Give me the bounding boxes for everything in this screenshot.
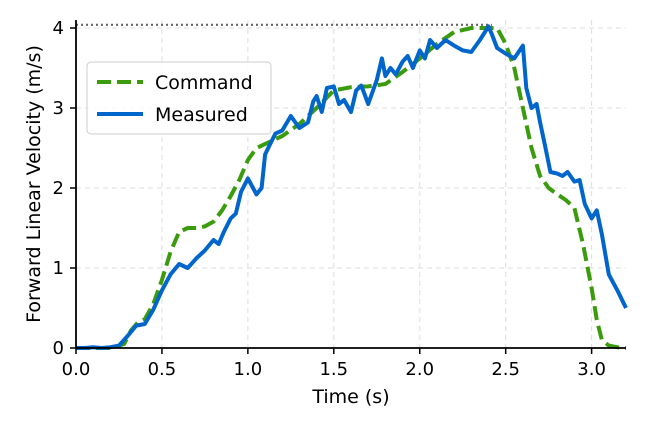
y-tick-label: 1: [53, 258, 64, 279]
legend: Command Measured: [86, 61, 272, 135]
x-tick-label: 2.5: [491, 359, 520, 380]
y-tick-label: 4: [53, 18, 64, 39]
legend-label-measured: Measured: [155, 104, 248, 126]
legend-label-command: Command: [155, 72, 253, 94]
x-tick-label: 0.5: [148, 359, 177, 380]
y-tick-label: 3: [53, 98, 64, 119]
x-tick-label: 3.0: [577, 359, 606, 380]
y-tick-label: 2: [53, 178, 64, 199]
axes: [70, 20, 626, 354]
x-axis-label: Time (s): [311, 386, 389, 408]
x-tick-label: 1.5: [319, 359, 348, 380]
y-tick-label: 0: [53, 338, 64, 359]
series-group: [76, 24, 628, 350]
series-line-measured: [76, 24, 628, 350]
series-line-command: [76, 26, 627, 350]
x-tick-label: 2.0: [405, 359, 434, 380]
x-tick-label: 0.0: [62, 359, 91, 380]
tick-labels: 0.0 0.5 1.0 1.5 2.0 2.5 3.0 0 1 2 3 4: [53, 18, 606, 380]
x-tick-label: 1.0: [234, 359, 263, 380]
y-axis-label: Forward Linear Velocity (m/s): [23, 45, 45, 323]
